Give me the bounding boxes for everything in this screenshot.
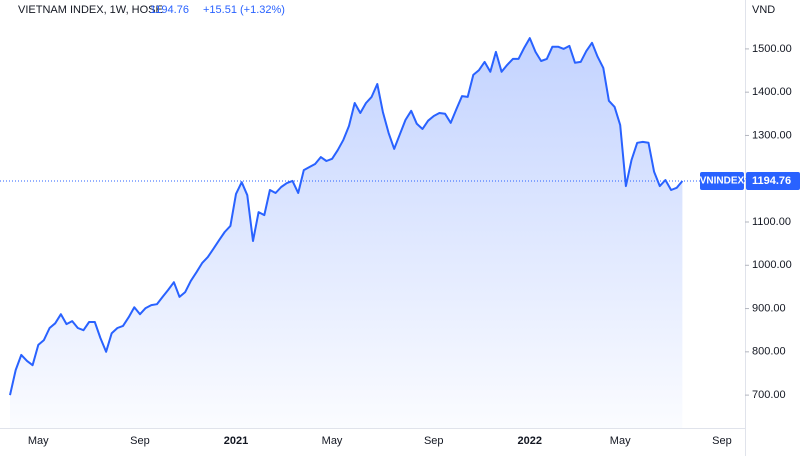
y-tick-label: 900.00 <box>752 302 786 314</box>
price-change-pct: (+1.32%) <box>240 4 285 16</box>
price-badge <box>746 171 800 190</box>
x-tick-label: May <box>322 435 343 447</box>
last-price: 1194.76 <box>150 4 189 16</box>
chart-title: VIETNAM INDEX, 1W, HOSE <box>18 4 163 16</box>
x-tick-label: 2021 <box>224 435 248 447</box>
legend-label: VNINDEX <box>700 176 745 187</box>
y-unit: VND <box>752 4 775 16</box>
y-tick-label: 1300.00 <box>752 129 792 141</box>
x-tick-label: Sep <box>712 435 732 447</box>
x-tick-label: May <box>610 435 631 447</box>
x-tick-label: Sep <box>130 435 150 447</box>
x-tick-label: 2022 <box>518 435 542 447</box>
x-tick-label: May <box>28 435 49 447</box>
area <box>10 38 683 428</box>
x-tick-label: Sep <box>424 435 444 447</box>
y-tick-label: 700.00 <box>752 389 786 401</box>
price-change: +15.51 <box>203 4 237 16</box>
y-tick-label: 800.00 <box>752 346 786 358</box>
line <box>9 37 684 396</box>
y-tick-label: 1100.00 <box>752 216 791 228</box>
price-badge-label: 1194.76 <box>752 175 791 187</box>
y-tick-label: 1000.00 <box>752 259 792 271</box>
legend-badge <box>700 171 744 190</box>
y-tick-label: 1400.00 <box>752 86 792 98</box>
y-tick-label: 1500.00 <box>752 43 792 55</box>
